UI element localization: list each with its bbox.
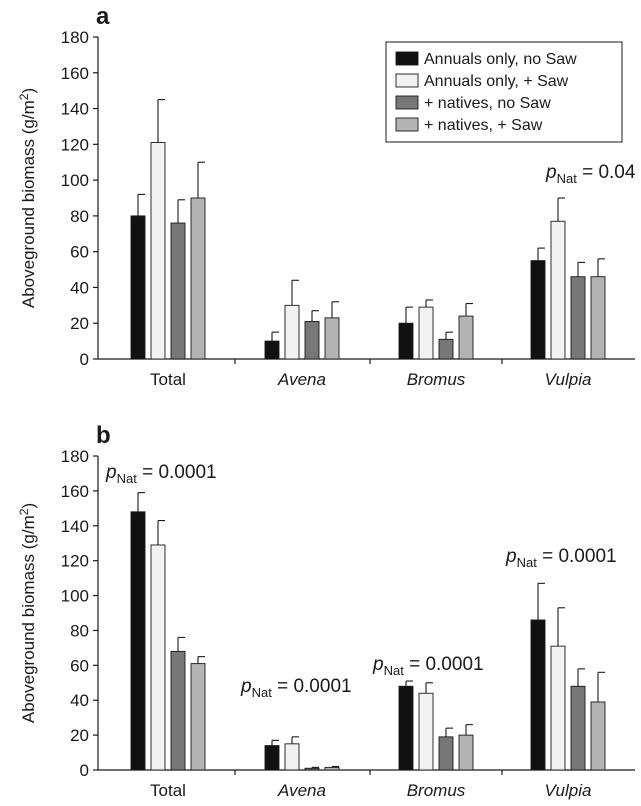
- bar: [284, 743, 300, 771]
- bar: [550, 220, 566, 360]
- panel-label: b: [96, 422, 111, 449]
- bar: [530, 260, 546, 360]
- p-value-annotation: pNat = 0.04: [545, 162, 636, 186]
- legend-swatch: [395, 117, 419, 132]
- bar: [530, 619, 546, 771]
- legend-label: + natives, + Saw: [424, 117, 543, 134]
- legend: Annuals only, no Saw Annuals only, + Saw +…: [385, 41, 623, 143]
- y-tick-label: 0: [80, 350, 89, 369]
- y-tick-label: 60: [70, 656, 89, 675]
- legend-swatch: [395, 95, 419, 110]
- bar: [264, 745, 280, 771]
- bar: [550, 645, 566, 771]
- bar: [284, 304, 300, 360]
- bar: [150, 544, 166, 771]
- bar: [590, 276, 606, 360]
- y-tick-label: 180: [61, 28, 89, 47]
- p-value-annotation: pNat = 0.0001: [240, 676, 352, 700]
- bar: [398, 685, 414, 771]
- y-axis-label: Aboveground biomass (g/m2): [17, 503, 38, 723]
- legend-label: Annuals only, + Saw: [424, 73, 569, 90]
- category-label: Vulpia: [545, 781, 592, 800]
- y-tick-label: 40: [70, 691, 89, 710]
- bar: [170, 650, 186, 771]
- y-tick-label: 100: [61, 171, 89, 190]
- p-value-annotation: pNat = 0.0001: [505, 546, 617, 570]
- bar: [304, 767, 320, 771]
- y-tick-label: 140: [61, 100, 89, 119]
- y-tick-label: 120: [61, 135, 89, 154]
- y-tick-label: 140: [61, 517, 89, 536]
- category-label: Bromus: [407, 781, 466, 800]
- category-label: Avena: [277, 781, 326, 800]
- legend-swatch: [395, 73, 419, 88]
- p-value-annotation: pNat = 0.0001: [105, 462, 217, 486]
- y-tick-label: 160: [61, 482, 89, 501]
- legend-box: [385, 41, 623, 143]
- y-tick-label: 60: [70, 243, 89, 262]
- category-label: Avena: [277, 370, 326, 389]
- y-tick-label: 100: [61, 587, 89, 606]
- bar: [398, 322, 414, 360]
- bar: [570, 685, 586, 771]
- y-tick-label: 80: [70, 621, 89, 640]
- bar: [418, 306, 434, 360]
- legend-swatch: [395, 51, 419, 66]
- y-tick-label: 0: [80, 761, 89, 780]
- y-tick-label: 120: [61, 552, 89, 571]
- bar: [324, 766, 340, 771]
- category-label: Total: [150, 370, 186, 389]
- bar: [458, 734, 474, 771]
- category-label: Bromus: [407, 370, 466, 389]
- y-tick-label: 20: [70, 726, 89, 745]
- legend-label: Annuals only, no Saw: [424, 51, 577, 68]
- bar: [170, 222, 186, 360]
- bar: [324, 317, 340, 360]
- bar: [418, 692, 434, 771]
- category-label: Vulpia: [545, 370, 592, 389]
- legend-label: + natives, no Saw: [424, 95, 551, 112]
- bar: [190, 197, 206, 360]
- panel-label: a: [96, 3, 110, 30]
- bar: [130, 511, 146, 771]
- bar: [190, 663, 206, 771]
- chart-panel-b: b 0 20 40 60 80 100 120 140 160 180 Aboveground bio…: [17, 422, 635, 800]
- bar: [438, 338, 454, 360]
- bar: [150, 142, 166, 360]
- bar: [458, 315, 474, 360]
- y-axis-label: Aboveground biomass (g/m2): [17, 88, 38, 308]
- bar: [264, 340, 280, 360]
- bar: [130, 215, 146, 360]
- y-tick-label: 20: [70, 314, 89, 333]
- y-tick-label: 80: [70, 207, 89, 226]
- y-tick-label: 180: [61, 447, 89, 466]
- category-label: Total: [150, 781, 186, 800]
- chart-panel-a: a 0 20 40 60 80 100 120 140 160 180 Aboveground bio…: [17, 3, 636, 389]
- bar: [590, 701, 606, 771]
- bar: [438, 736, 454, 771]
- p-value-annotation: pNat = 0.0001: [372, 654, 484, 678]
- bar: [304, 320, 320, 360]
- y-tick-label: 40: [70, 278, 89, 297]
- bar: [570, 276, 586, 360]
- y-tick-label: 160: [61, 64, 89, 83]
